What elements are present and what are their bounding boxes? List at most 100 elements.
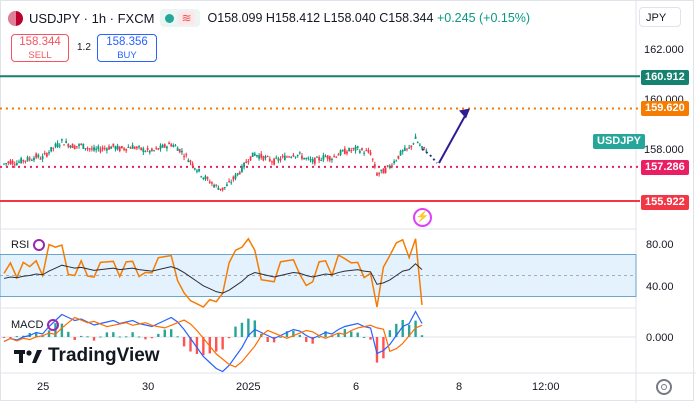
usdjpy-flag-icon: [8, 10, 23, 26]
candle-body: [157, 148, 160, 150]
macd-histogram-bar: [195, 337, 199, 354]
tradingview-logo[interactable]: TradingView: [14, 345, 160, 367]
candle-body: [249, 156, 252, 161]
market-status-pill[interactable]: ≋: [160, 9, 200, 27]
macd-histogram-bar: [144, 337, 147, 340]
candle-body: [146, 148, 149, 150]
candle-body: [378, 173, 381, 175]
rsi-label: RSI: [11, 239, 30, 251]
candle-body: [236, 173, 239, 175]
sell-button[interactable]: 158.344 SELL: [11, 34, 69, 62]
candle-body: [268, 158, 271, 162]
macd-legend[interactable]: MACD: [11, 319, 60, 331]
candle-body: [217, 187, 220, 190]
buy-button[interactable]: 158.356 BUY: [97, 34, 157, 62]
macd-histogram-bar: [369, 337, 372, 340]
candle-body: [316, 156, 318, 158]
candle-body: [78, 144, 80, 146]
candle-body: [191, 163, 194, 167]
candle-body: [266, 156, 269, 158]
candle-body: [144, 151, 147, 153]
candle-body: [275, 157, 278, 159]
macd-histogram-bar: [247, 318, 250, 337]
candle-body: [341, 149, 344, 152]
macd-histogram-bar: [375, 337, 379, 363]
candle-body: [373, 164, 376, 168]
candle-body: [307, 157, 310, 159]
flash-icon[interactable]: ⚡: [413, 208, 432, 227]
candle-body: [189, 160, 192, 163]
candle-body: [346, 151, 348, 154]
projection-arrowhead: [459, 108, 470, 119]
macd-histogram-bar: [157, 333, 160, 337]
candle-body: [90, 148, 93, 150]
spread-value: 1.2: [77, 42, 91, 53]
candle-body: [403, 147, 406, 151]
candle-body: [28, 158, 31, 160]
price-tick: 158.000: [644, 144, 684, 156]
candle-body: [232, 176, 235, 180]
candle-body: [170, 144, 173, 147]
currency-select[interactable]: JPY: [639, 7, 681, 27]
candle-body: [397, 155, 400, 159]
candle-body: [185, 154, 188, 156]
candle-body: [234, 174, 237, 179]
gear-icon[interactable]: [656, 379, 672, 395]
price-tick: 162.000: [644, 44, 684, 56]
candle-body: [395, 160, 398, 162]
candle-body: [35, 153, 38, 158]
candle-body: [71, 143, 74, 148]
symbol-title[interactable]: USDJPY · 1h · FXCM: [29, 10, 155, 26]
candle-body: [260, 153, 263, 158]
time-tick: 8: [456, 381, 463, 393]
candle-body: [103, 148, 106, 150]
symbol-header[interactable]: USDJPY · 1h · FXCM ≋ O158.099 H158.412 L…: [8, 9, 530, 27]
candle-body: [30, 159, 33, 161]
candle-body: [136, 146, 138, 149]
candle-body: [41, 156, 44, 160]
sell-label: SELL: [28, 50, 52, 61]
macd-histogram-bar: [317, 336, 321, 338]
macd-histogram-bar: [298, 334, 302, 337]
ohlc-open: O158.099: [207, 11, 263, 25]
candle-body: [213, 184, 215, 188]
macd-histogram-bar: [234, 326, 237, 337]
candle-body: [230, 182, 233, 184]
candle-body: [337, 154, 340, 156]
macd-histogram-bar: [124, 336, 128, 338]
candle-body: [67, 144, 70, 147]
candle-body: [294, 156, 297, 158]
macd-histogram-bar: [2, 337, 6, 338]
settings-ring-icon[interactable]: [33, 239, 46, 251]
candle-body: [320, 159, 323, 161]
candle-body: [5, 163, 8, 165]
candle-body: [288, 156, 290, 158]
candle-body: [251, 152, 254, 157]
candle-body: [401, 150, 404, 152]
candle-body: [369, 152, 372, 155]
candle-body: [412, 143, 415, 145]
candle-body: [159, 145, 162, 149]
macd-histogram-bar: [60, 323, 64, 337]
macd-histogram-bar: [337, 333, 340, 337]
candle-body: [193, 168, 196, 170]
candle-body: [75, 146, 78, 148]
macd-histogram-bar: [221, 337, 224, 350]
candle-body: [174, 145, 177, 147]
candle-body: [131, 145, 134, 149]
candle-body: [253, 153, 256, 156]
rsi-legend[interactable]: RSI: [11, 239, 46, 251]
settings-ring-icon[interactable]: [47, 319, 60, 331]
candle-body: [228, 181, 230, 183]
macd-histogram-bar: [362, 336, 366, 338]
candle-body: [13, 164, 16, 166]
candle-body: [208, 181, 211, 184]
candle-body: [54, 144, 57, 147]
candle-body: [335, 156, 338, 158]
macd-histogram-bar: [86, 336, 89, 338]
candle-body: [305, 158, 308, 160]
candle-body: [238, 172, 241, 175]
candle-body: [123, 148, 125, 150]
macd-histogram-bar: [112, 332, 115, 337]
